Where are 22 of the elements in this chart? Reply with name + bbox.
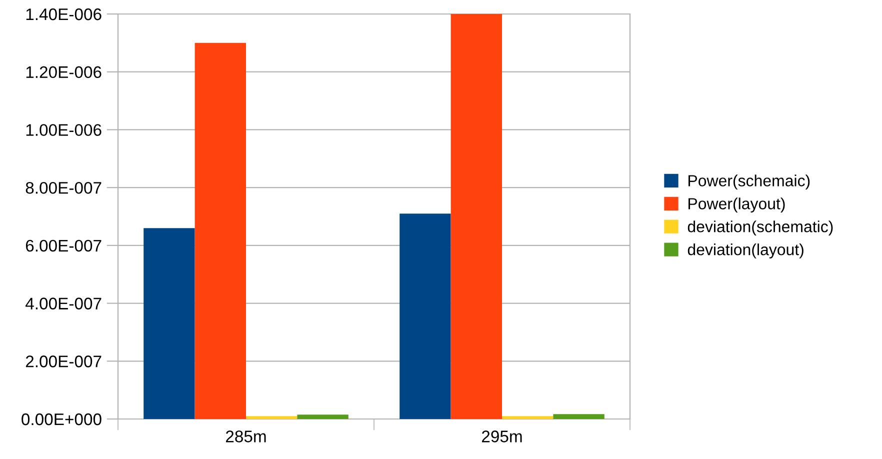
bar bbox=[297, 414, 348, 419]
bar bbox=[246, 416, 298, 419]
x-tick-label: 295m bbox=[482, 430, 522, 442]
bar bbox=[144, 228, 195, 419]
bar bbox=[502, 416, 554, 419]
bar bbox=[400, 214, 451, 419]
x-tick-label: 285m bbox=[226, 430, 266, 442]
y-tick-label: 1.00E-006 bbox=[26, 124, 102, 136]
y-tick-label: 6.00E-007 bbox=[26, 240, 102, 252]
bar bbox=[553, 414, 604, 419]
y-tick-label: 4.00E-007 bbox=[26, 298, 102, 310]
legend-label: deviation(schematic) bbox=[688, 220, 833, 236]
y-tick-label: 8.00E-007 bbox=[26, 182, 102, 194]
bar bbox=[194, 42, 246, 419]
legend-label: deviation(layout) bbox=[688, 244, 804, 258]
y-tick-label: 2.00E-007 bbox=[26, 356, 102, 368]
legend-label: Power(schemaic) bbox=[688, 174, 810, 190]
legend-label: Power(layout) bbox=[688, 198, 785, 213]
bar bbox=[450, 14, 502, 419]
y-tick-label: 1.40E-006 bbox=[26, 8, 102, 20]
y-tick-label: 0.00E+000 bbox=[22, 413, 102, 426]
y-tick-label: 1.20E-006 bbox=[26, 66, 102, 78]
